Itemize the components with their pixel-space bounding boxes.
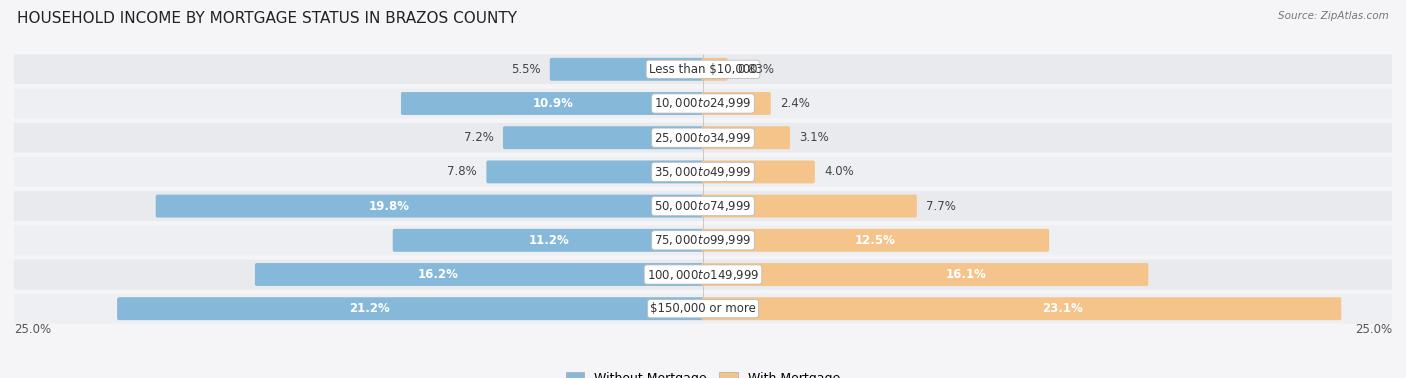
FancyBboxPatch shape [486,160,704,183]
Text: $100,000 to $149,999: $100,000 to $149,999 [647,268,759,282]
FancyBboxPatch shape [392,229,704,252]
FancyBboxPatch shape [156,195,704,218]
FancyBboxPatch shape [6,157,1400,187]
FancyBboxPatch shape [254,263,704,286]
Text: 7.2%: 7.2% [464,131,494,144]
FancyBboxPatch shape [702,229,1049,252]
Text: $35,000 to $49,999: $35,000 to $49,999 [654,165,752,179]
FancyBboxPatch shape [401,92,704,115]
FancyBboxPatch shape [702,297,1341,320]
FancyBboxPatch shape [6,260,1400,290]
Text: 25.0%: 25.0% [1355,324,1392,336]
Text: 25.0%: 25.0% [14,324,51,336]
Text: 10.9%: 10.9% [533,97,574,110]
Text: 3.1%: 3.1% [800,131,830,144]
FancyBboxPatch shape [503,126,704,149]
Text: 5.5%: 5.5% [510,63,540,76]
FancyBboxPatch shape [117,297,704,320]
Text: 11.2%: 11.2% [529,234,569,247]
Text: $10,000 to $24,999: $10,000 to $24,999 [654,96,752,110]
Text: $150,000 or more: $150,000 or more [650,302,756,315]
Text: $50,000 to $74,999: $50,000 to $74,999 [654,199,752,213]
Text: 23.1%: 23.1% [1042,302,1083,315]
FancyBboxPatch shape [6,191,1400,221]
Text: 7.7%: 7.7% [927,200,956,212]
Text: 2.4%: 2.4% [780,97,810,110]
Text: 0.83%: 0.83% [737,63,773,76]
FancyBboxPatch shape [702,92,770,115]
FancyBboxPatch shape [6,123,1400,153]
Text: $25,000 to $34,999: $25,000 to $34,999 [654,131,752,145]
Text: 21.2%: 21.2% [349,302,389,315]
Text: $75,000 to $99,999: $75,000 to $99,999 [654,233,752,247]
FancyBboxPatch shape [702,195,917,218]
FancyBboxPatch shape [6,225,1400,255]
FancyBboxPatch shape [6,54,1400,84]
Text: 4.0%: 4.0% [824,166,853,178]
Text: Source: ZipAtlas.com: Source: ZipAtlas.com [1278,11,1389,21]
Text: 16.2%: 16.2% [418,268,458,281]
FancyBboxPatch shape [6,294,1400,324]
FancyBboxPatch shape [550,58,704,81]
FancyBboxPatch shape [6,88,1400,118]
FancyBboxPatch shape [702,58,727,81]
Text: 12.5%: 12.5% [855,234,896,247]
Text: HOUSEHOLD INCOME BY MORTGAGE STATUS IN BRAZOS COUNTY: HOUSEHOLD INCOME BY MORTGAGE STATUS IN B… [17,11,517,26]
Text: 16.1%: 16.1% [946,268,987,281]
Text: Less than $10,000: Less than $10,000 [648,63,758,76]
Legend: Without Mortgage, With Mortgage: Without Mortgage, With Mortgage [561,367,845,378]
Text: 7.8%: 7.8% [447,166,477,178]
FancyBboxPatch shape [702,126,790,149]
FancyBboxPatch shape [702,263,1149,286]
Text: 19.8%: 19.8% [368,200,409,212]
FancyBboxPatch shape [702,160,815,183]
